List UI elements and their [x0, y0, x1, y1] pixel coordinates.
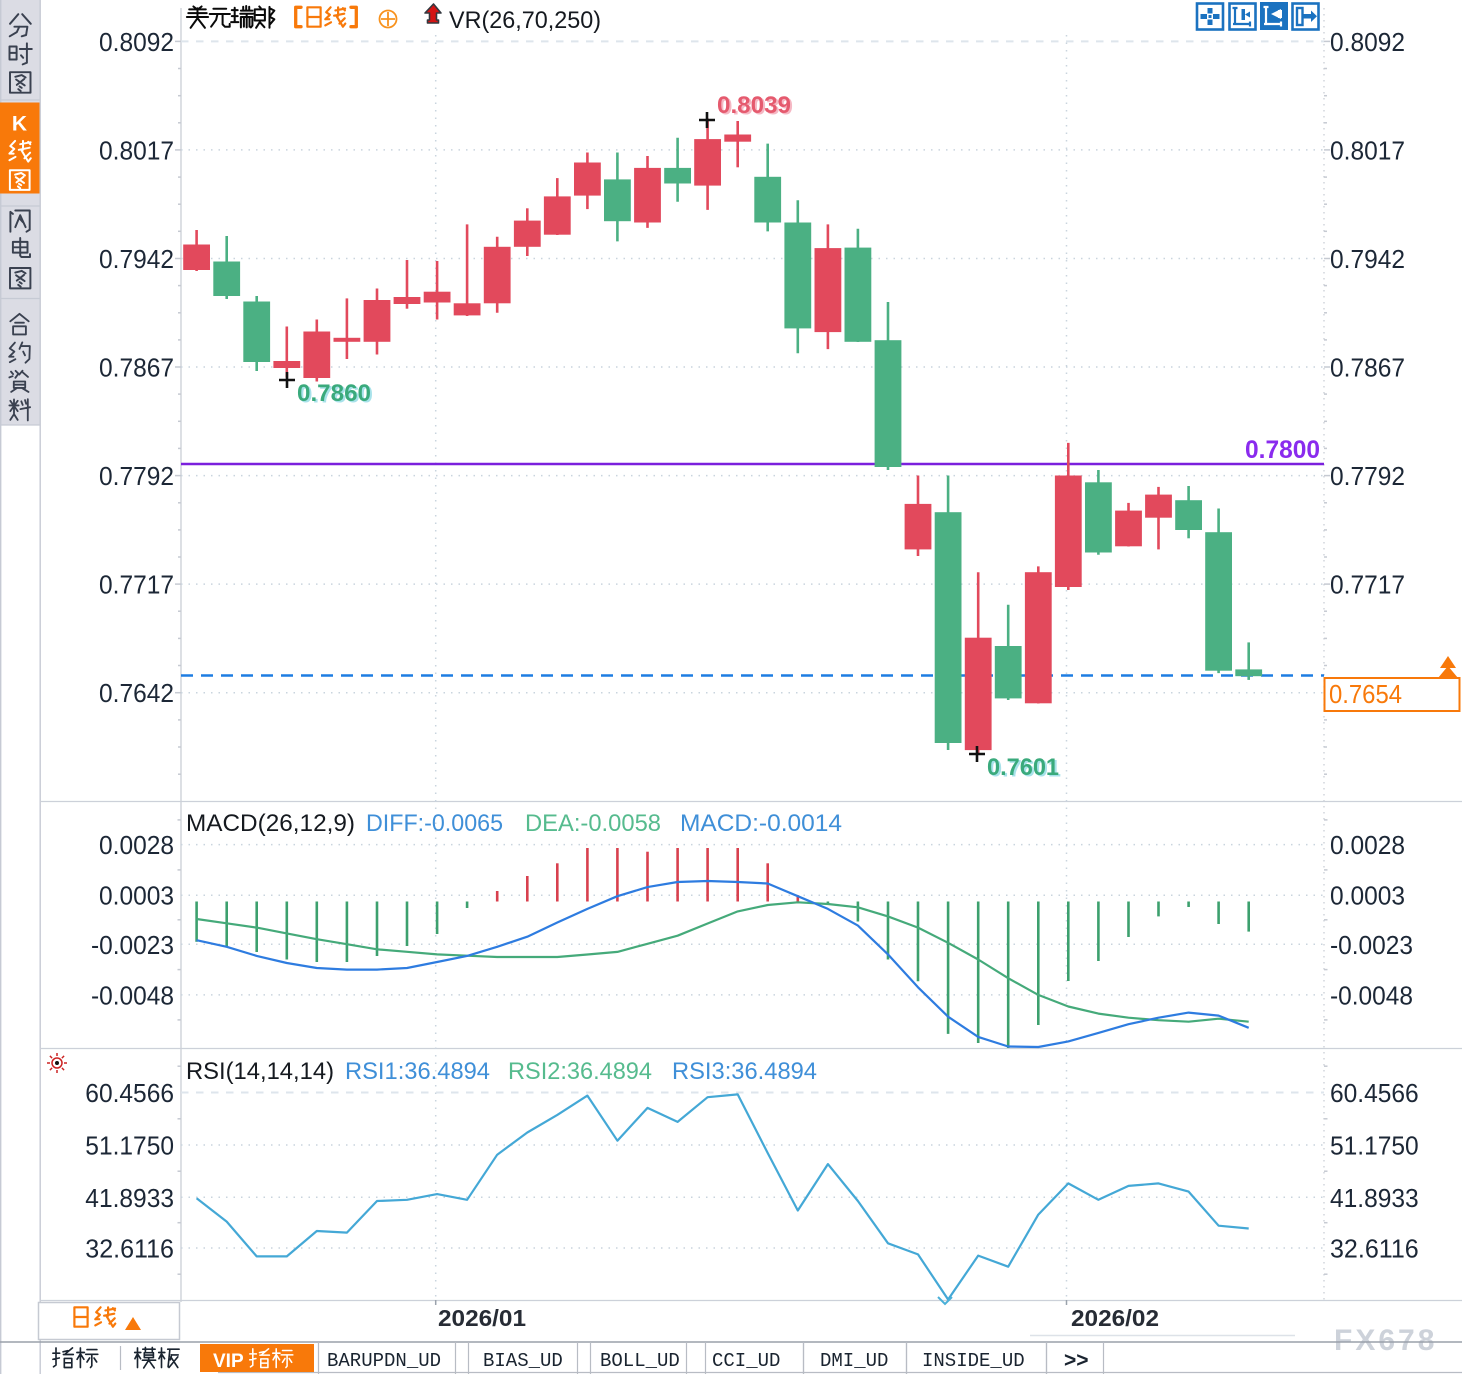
svg-text:INSIDE_UD: INSIDE_UD	[922, 1350, 1025, 1372]
svg-text:RSI1:36.4894: RSI1:36.4894	[345, 1058, 490, 1085]
svg-text:MACD:-0.0014: MACD:-0.0014	[680, 810, 842, 837]
svg-text:0.7860: 0.7860	[297, 380, 371, 407]
svg-text:60.4566: 60.4566	[85, 1078, 174, 1108]
svg-text:K: K	[12, 113, 27, 136]
svg-text:0.7860: 0.7860	[299, 382, 373, 409]
svg-text:2026/01: 2026/01	[438, 1305, 526, 1331]
svg-text:0.0003: 0.0003	[1330, 881, 1405, 911]
svg-text:60.4566: 60.4566	[1330, 1078, 1419, 1108]
svg-text:DEA:-0.0058: DEA:-0.0058	[525, 810, 661, 837]
svg-text:0.0003: 0.0003	[99, 881, 174, 911]
svg-text:0.7601: 0.7601	[987, 754, 1059, 781]
svg-text:51.1750: 51.1750	[1330, 1131, 1419, 1161]
svg-text:RSI3:36.4894: RSI3:36.4894	[672, 1058, 817, 1085]
svg-text:>>: >>	[1064, 1349, 1089, 1372]
svg-text:0.7792: 0.7792	[99, 461, 174, 491]
svg-text:0.7867: 0.7867	[99, 353, 174, 383]
svg-text:FX678: FX678	[1334, 1324, 1437, 1357]
svg-text:0.7717: 0.7717	[99, 570, 174, 600]
svg-text:32.6116: 32.6116	[85, 1234, 174, 1264]
svg-text:-0.0048: -0.0048	[91, 980, 174, 1010]
svg-text:0.7942: 0.7942	[1330, 244, 1405, 274]
svg-text:-0.0023: -0.0023	[1330, 930, 1413, 960]
svg-text:0.7717: 0.7717	[1330, 570, 1405, 600]
svg-text:BIAS_UD: BIAS_UD	[483, 1350, 563, 1372]
svg-text:VIP: VIP	[213, 1351, 244, 1372]
svg-text:0.8092: 0.8092	[99, 27, 174, 57]
svg-text:0.0028: 0.0028	[1330, 830, 1405, 860]
svg-text:0.7654: 0.7654	[1329, 679, 1402, 709]
svg-text:MACD(26,12,9): MACD(26,12,9)	[186, 810, 355, 837]
svg-text:BARUPDN_UD: BARUPDN_UD	[327, 1350, 441, 1372]
svg-text:VR(26,70,250): VR(26,70,250)	[449, 7, 601, 34]
svg-text:RSI(14,14,14): RSI(14,14,14)	[186, 1058, 334, 1085]
svg-text:0.8017: 0.8017	[99, 135, 174, 165]
svg-text:0.7642: 0.7642	[99, 678, 174, 708]
svg-text:0.7601: 0.7601	[989, 756, 1061, 783]
svg-text:0.8092: 0.8092	[1330, 27, 1405, 57]
svg-text:0.7942: 0.7942	[99, 244, 174, 274]
svg-text:-0.0048: -0.0048	[1330, 980, 1413, 1010]
svg-text:41.8933: 41.8933	[85, 1183, 174, 1213]
svg-text:41.8933: 41.8933	[1330, 1183, 1419, 1213]
svg-text:0.8039: 0.8039	[719, 94, 793, 121]
svg-text:0.8039: 0.8039	[717, 92, 791, 119]
svg-text:0.0028: 0.0028	[99, 830, 174, 860]
svg-text:DIFF:-0.0065: DIFF:-0.0065	[366, 810, 503, 837]
svg-text:0.7800: 0.7800	[1245, 436, 1320, 464]
svg-text:51.1750: 51.1750	[85, 1131, 174, 1161]
svg-text:DMI_UD: DMI_UD	[820, 1350, 888, 1372]
svg-text:-0.0023: -0.0023	[91, 930, 174, 960]
svg-text:CCI_UD: CCI_UD	[712, 1350, 780, 1372]
svg-text:0.8017: 0.8017	[1330, 135, 1405, 165]
svg-text:RSI2:36.4894: RSI2:36.4894	[508, 1058, 652, 1085]
svg-text:32.6116: 32.6116	[1330, 1234, 1419, 1264]
svg-text:0.7792: 0.7792	[1330, 461, 1405, 491]
svg-text:0.7867: 0.7867	[1330, 353, 1405, 383]
svg-text:BOLL_UD: BOLL_UD	[600, 1350, 680, 1372]
svg-text:2026/02: 2026/02	[1071, 1305, 1159, 1331]
